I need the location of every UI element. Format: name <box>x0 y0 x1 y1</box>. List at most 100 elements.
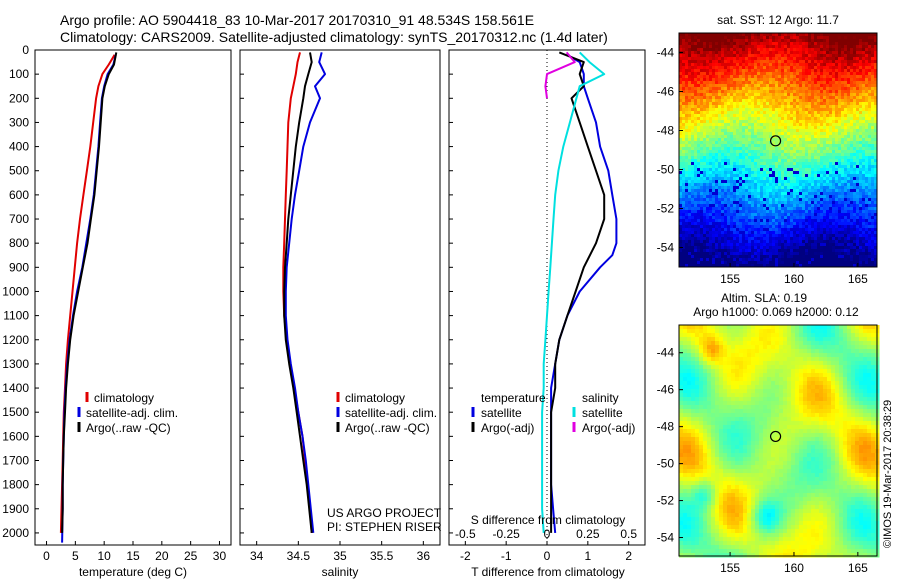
heatmap-cell <box>739 171 743 175</box>
heatmap-cell <box>736 93 740 97</box>
heatmap-cell <box>850 54 854 58</box>
heatmap-cell <box>775 33 779 37</box>
heatmap-cell <box>784 186 788 190</box>
heatmap-cell <box>745 153 749 157</box>
heatmap-cell <box>814 117 818 121</box>
heatmap-cell <box>874 243 878 247</box>
heatmap-cell <box>721 117 725 121</box>
heatmap-cell <box>703 60 707 64</box>
heatmap-cell <box>847 168 851 172</box>
heatmap-cell <box>841 234 845 238</box>
heatmap-cell <box>865 165 869 169</box>
heatmap-cell <box>754 234 758 238</box>
heatmap-cell <box>796 129 800 133</box>
heatmap-cell <box>784 63 788 67</box>
heatmap-cell <box>862 105 866 109</box>
heatmap-cell <box>865 111 869 115</box>
heatmap-cell <box>787 60 791 64</box>
heatmap-cell <box>760 48 764 52</box>
heatmap-cell <box>718 147 722 151</box>
heatmap-cell <box>805 174 809 178</box>
heatmap-cell <box>766 81 770 85</box>
heatmap-cell <box>805 105 809 109</box>
heatmap-cell <box>799 168 803 172</box>
heatmap-cell <box>832 195 836 199</box>
heatmap-cell <box>709 210 713 214</box>
heatmap-cell <box>706 96 710 100</box>
heatmap-cell <box>703 63 707 67</box>
heatmap-cell <box>865 51 869 55</box>
heatmap-cell <box>751 54 755 58</box>
heatmap-cell <box>871 57 875 61</box>
heatmap-cell <box>697 84 701 88</box>
heatmap-cell <box>832 189 836 193</box>
heatmap-cell <box>736 189 740 193</box>
heatmap-cell <box>718 198 722 202</box>
heatmap-cell <box>829 42 833 46</box>
heatmap-cell <box>709 150 713 154</box>
heatmap-cell <box>829 45 833 49</box>
heatmap-cell <box>754 135 758 139</box>
heatmap-cell <box>793 48 797 52</box>
heatmap-cell <box>787 135 791 139</box>
heatmap-cell <box>715 48 719 52</box>
heatmap-cell <box>709 117 713 121</box>
heatmap-cell <box>769 126 773 130</box>
heatmap-cell <box>793 78 797 82</box>
heatmap-cell <box>709 111 713 115</box>
heatmap-cell <box>844 177 848 181</box>
heatmap-cell <box>814 78 818 82</box>
heatmap-cell <box>727 171 731 175</box>
heatmap-cell <box>847 162 851 166</box>
heatmap-cell <box>769 189 773 193</box>
heatmap-cell <box>835 183 839 187</box>
heatmap-cell <box>748 54 752 58</box>
heatmap-cell <box>799 57 803 61</box>
heatmap-cell <box>832 141 836 145</box>
heatmap-cell <box>703 156 707 160</box>
heatmap-cell <box>685 144 689 148</box>
heatmap-cell <box>775 168 779 172</box>
heatmap-cell <box>739 147 743 151</box>
heatmap-cell <box>859 228 863 232</box>
heatmap-cell <box>796 114 800 118</box>
heatmap-cell <box>790 126 794 130</box>
heatmap-cell <box>757 117 761 121</box>
heatmap-cell <box>805 63 809 67</box>
heatmap-cell <box>829 81 833 85</box>
heatmap-cell <box>829 150 833 154</box>
heatmap-cell <box>709 189 713 193</box>
heatmap-cell <box>784 78 788 82</box>
heatmap-cell <box>871 189 875 193</box>
heatmap-cell <box>727 102 731 106</box>
heatmap-cell <box>853 198 857 202</box>
heatmap-cell <box>838 174 842 178</box>
heatmap-cell <box>721 147 725 151</box>
salinity-series <box>282 52 326 534</box>
heatmap-cell <box>751 147 755 151</box>
heatmap-cell <box>718 246 722 250</box>
heatmap-cell <box>829 144 833 148</box>
heatmap-cell <box>817 216 821 220</box>
heatmap-cell <box>835 102 839 106</box>
heatmap-cell <box>754 69 758 73</box>
heatmap-cell <box>739 132 743 136</box>
heatmap-cell <box>790 111 794 115</box>
heatmap-cell <box>838 228 842 232</box>
heatmap-cell <box>706 111 710 115</box>
heatmap-cell <box>817 153 821 157</box>
heatmap-cell <box>733 228 737 232</box>
heatmap-cell <box>808 129 812 133</box>
heatmap-cell <box>874 102 878 106</box>
heatmap-cell <box>733 189 737 193</box>
heatmap-cell <box>721 183 725 187</box>
heatmap-cell <box>784 180 788 184</box>
heatmap-cell <box>790 240 794 244</box>
heatmap-cell <box>811 165 815 169</box>
heatmap-cell <box>856 36 860 40</box>
heatmap-cell <box>865 192 869 196</box>
heatmap-cell <box>847 204 851 208</box>
heatmap-cell <box>871 48 875 52</box>
heatmap-cell <box>871 117 875 121</box>
heatmap-cell <box>859 138 863 142</box>
